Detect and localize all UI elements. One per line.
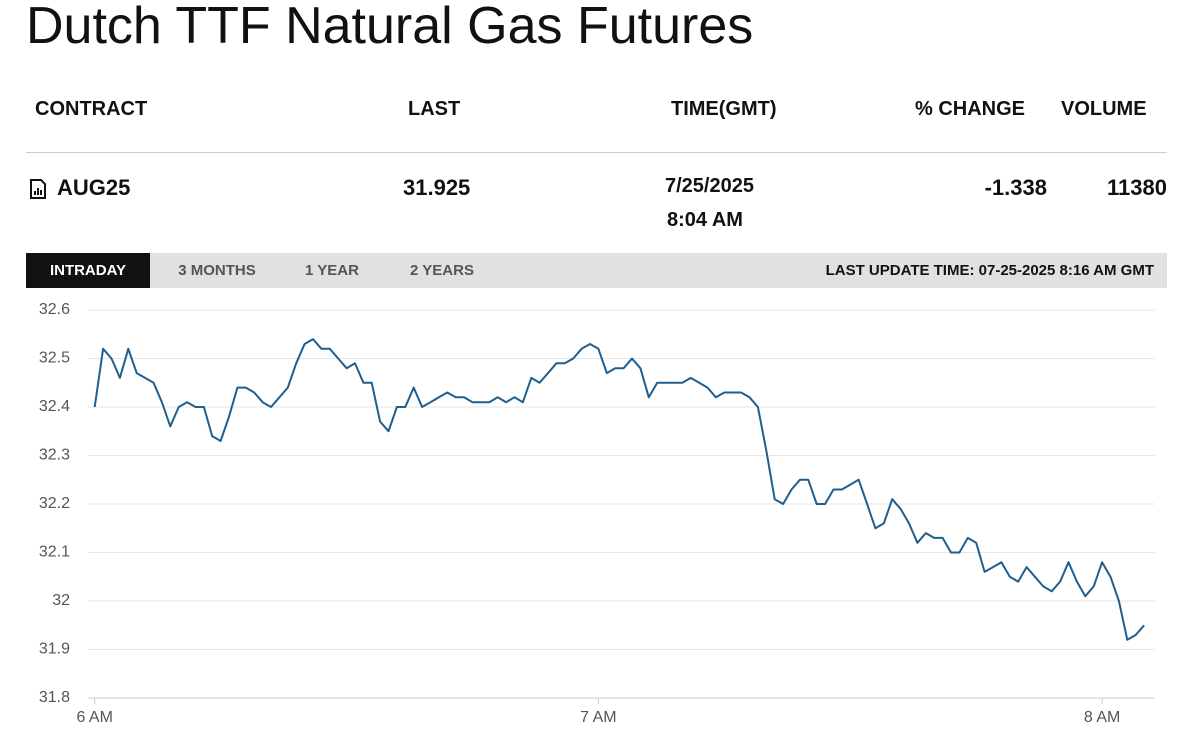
chart-icon [30, 179, 46, 199]
y-tick-label: 32 [52, 592, 70, 609]
y-tick-label: 32.1 [39, 544, 70, 561]
column-header: LAST [408, 98, 461, 120]
y-tick-label: 32.4 [39, 398, 70, 415]
column-header: VOLUME [1061, 98, 1147, 120]
y-tick-label: 32.5 [39, 350, 70, 367]
trade-time: 8:04 AM [667, 209, 743, 231]
trade-date: 7/25/2025 [665, 175, 754, 197]
column-header: CONTRACT [35, 98, 148, 120]
y-tick-label: 31.8 [39, 689, 70, 706]
column-header: % CHANGE [915, 98, 1026, 120]
tab[interactable]: 1 YEAR [305, 262, 359, 279]
price-line [93, 338, 1145, 641]
x-tick-label: 8 AM [1084, 709, 1120, 726]
tab[interactable]: 3 MONTHS [178, 262, 256, 279]
tab[interactable]: 2 YEARS [410, 262, 474, 279]
y-tick-label: 32.3 [39, 447, 70, 464]
tab-bar: LAST UPDATE TIME: 07-25-2025 8:16 AM GMT… [26, 253, 1167, 288]
y-tick-label: 32.2 [39, 495, 70, 512]
volume: 11380 [1107, 175, 1167, 200]
percent-change: -1.338 [984, 175, 1047, 200]
x-tick-label: 6 AM [76, 709, 112, 726]
y-tick-label: 31.9 [39, 641, 70, 658]
divider [26, 152, 1167, 153]
column-header: TIME(GMT) [671, 98, 777, 120]
y-tick-label: 32.6 [39, 301, 70, 318]
page-title: Dutch TTF Natural Gas Futures [26, 0, 754, 55]
last-price: 31.925 [403, 175, 471, 200]
tab[interactable]: INTRADAY [26, 253, 150, 288]
last-update: LAST UPDATE TIME: 07-25-2025 8:16 AM GMT [825, 262, 1154, 279]
contract[interactable]: AUG25 [57, 175, 131, 200]
x-tick-label: 7 AM [580, 709, 616, 726]
